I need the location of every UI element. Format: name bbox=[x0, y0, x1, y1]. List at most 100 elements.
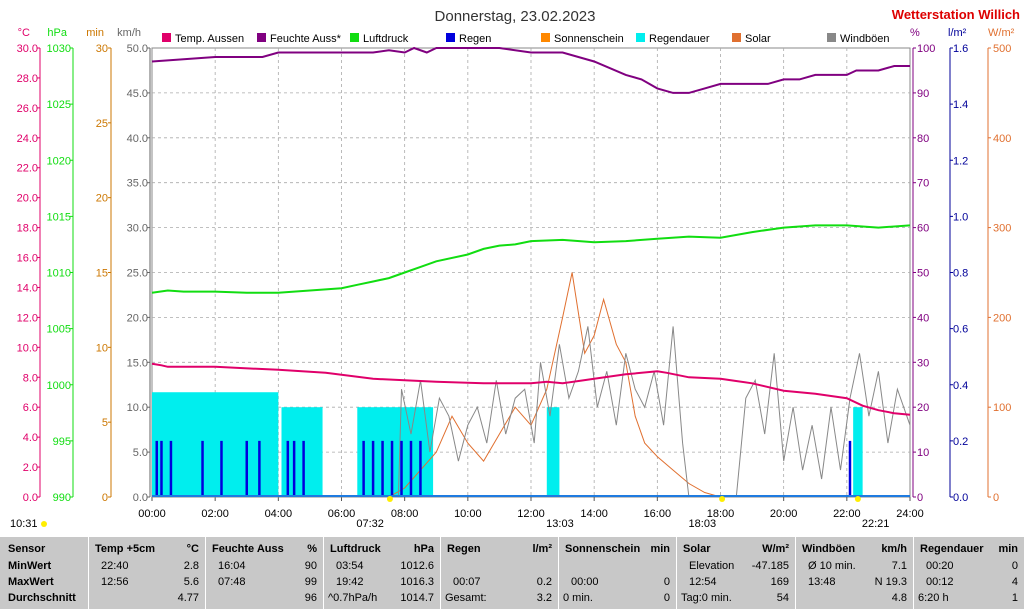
stats-col-title: Windböen bbox=[802, 543, 856, 555]
solar-tick-label: 100 bbox=[993, 402, 1011, 414]
stats-column: Feuchte Auss% 16:04 90 07:48 99 96 bbox=[205, 537, 323, 609]
pressure-tick-label: 1015 bbox=[47, 211, 71, 223]
stats-min-time: 00:20 bbox=[926, 560, 954, 572]
stats-col-unit: °C bbox=[186, 543, 199, 555]
legend: Temp. Aussen Feuchte Auss* Luftdruck Regen S… bbox=[162, 33, 890, 45]
humidity-tick-label: 40 bbox=[917, 312, 929, 324]
stats-col-unit: min bbox=[650, 543, 670, 555]
temp-tick-label: 4.0 bbox=[23, 432, 38, 444]
wind-tick-label: 10.0 bbox=[127, 402, 148, 414]
humidity-tick-label: 60 bbox=[917, 223, 929, 235]
pressure-tick-label: 1030 bbox=[47, 43, 71, 55]
stats-max-time: 00:12 bbox=[926, 576, 954, 588]
humidity-tick-label: 50 bbox=[917, 268, 929, 280]
legend-label-sunshine: Sonnenschein bbox=[554, 33, 624, 45]
solar-tick-label: 200 bbox=[993, 312, 1011, 324]
gust-line bbox=[152, 326, 911, 498]
wind-tick-label: 5.0 bbox=[133, 447, 148, 459]
sun-markers: 07:32 13:03 18:03 10:31 22:21 bbox=[10, 496, 889, 530]
temp-tick-label: 30.0 bbox=[17, 43, 38, 55]
pressure-tick-label: 1000 bbox=[47, 380, 71, 392]
temp-unit: °C bbox=[18, 27, 30, 39]
stats-min-value: 2.8 bbox=[183, 560, 199, 572]
stats-column: Temp +5cm °C 22:40 2.8 12:56 5.6 4.77 bbox=[88, 537, 205, 609]
stats-min-time: Elevation bbox=[689, 560, 735, 572]
stats-column: Sonnenschein min 00:00 0 0 min. 0 bbox=[558, 537, 676, 609]
stats-avg-value: 3.2 bbox=[536, 592, 552, 604]
wind-tick-label: 25.0 bbox=[127, 268, 148, 280]
axes: 0.0 2.0 4.0 6.0 8.0 10.0 12.0 14.0 16.0 18.0 20.0 2… bbox=[17, 27, 1015, 520]
label-sensor: Sensor bbox=[8, 543, 46, 555]
x-tick-label: 22:00 bbox=[833, 508, 861, 520]
x-tick-label: 16:00 bbox=[644, 508, 672, 520]
legend-swatch-gust bbox=[827, 33, 836, 42]
x-tick-label: 00:00 bbox=[138, 508, 166, 520]
raindur-block bbox=[853, 407, 863, 497]
raindur-block bbox=[152, 392, 279, 497]
stats-avg-time: Gesamt: bbox=[445, 592, 487, 604]
stats-label-column: Sensor MinWert MaxWert Durchschnitt bbox=[0, 537, 88, 609]
rain-tick-label: 0.0 bbox=[953, 492, 968, 504]
legend-label-rain: Regen bbox=[459, 33, 491, 45]
x-tick-label: 08:00 bbox=[391, 508, 419, 520]
rain-tick-label: 0.4 bbox=[953, 380, 968, 392]
humidity-tick-label: 0 bbox=[917, 492, 923, 504]
stats-avg-time: 0 min. bbox=[563, 592, 593, 604]
sunset-dot bbox=[719, 496, 726, 502]
humidity-tick-label: 70 bbox=[917, 178, 929, 190]
stats-column: Regen l/m² 00:07 0.2 Gesamt: 3.2 bbox=[440, 537, 558, 609]
minutes-tick-label: 10 bbox=[96, 342, 108, 354]
stats-col-title: Sonnenschein bbox=[565, 543, 641, 555]
minutes-tick-label: 20 bbox=[96, 193, 108, 205]
x-tick-label: 18:00 bbox=[707, 508, 735, 520]
series-layer bbox=[151, 46, 911, 498]
temp-tick-label: 28.0 bbox=[17, 73, 38, 85]
moon-dot bbox=[854, 496, 861, 502]
sunrise-label: 07:32 bbox=[356, 518, 384, 530]
stats-max-time: 19:42 bbox=[336, 576, 364, 588]
wind-tick-label: 20.0 bbox=[127, 312, 148, 324]
stats-avg-time: ^0.7hPa/h bbox=[328, 592, 378, 604]
x-tick-label: 20:00 bbox=[770, 508, 798, 520]
pressure-unit: hPa bbox=[47, 27, 67, 39]
rain-tick-label: 0.8 bbox=[953, 268, 968, 280]
wind-tick-label: 15.0 bbox=[127, 357, 148, 369]
stats-max-time: 00:07 bbox=[453, 576, 481, 588]
x-tick-label: 04:00 bbox=[265, 508, 293, 520]
rain-tick-label: 0.2 bbox=[953, 436, 968, 448]
x-tick-label: 12:00 bbox=[517, 508, 545, 520]
wind-tick-label: 45.0 bbox=[127, 88, 148, 100]
stats-col-title: Luftdruck bbox=[330, 543, 381, 555]
legend-swatch-humidity bbox=[257, 33, 266, 42]
humidity-tick-label: 80 bbox=[917, 133, 929, 145]
stats-min-time: 22:40 bbox=[101, 560, 129, 572]
solar-tick-label: 0 bbox=[993, 492, 999, 504]
stats-max-value: 0 bbox=[663, 576, 670, 588]
midnight-left-dot bbox=[41, 521, 47, 527]
stats-col-title: Regendauer bbox=[920, 543, 984, 555]
rain-tick-label: 1.4 bbox=[953, 99, 968, 111]
temp-line bbox=[151, 362, 911, 416]
temp-tick-label: 10.0 bbox=[17, 342, 38, 354]
stats-max-time: 13:48 bbox=[808, 576, 836, 588]
stats-col-title: Feuchte Auss bbox=[212, 543, 284, 555]
stats-col-unit: l/m² bbox=[532, 543, 552, 555]
stats-col-unit: km/h bbox=[881, 543, 907, 555]
stats-avg-value: 4.77 bbox=[177, 592, 199, 604]
stats-avg-time: 6:20 h bbox=[918, 592, 949, 604]
stats-avg-value: 4.8 bbox=[891, 592, 907, 604]
stats-avg-value: 0 bbox=[663, 592, 670, 604]
solar-unit: W/m² bbox=[988, 27, 1015, 39]
stats-avg-value: 54 bbox=[776, 592, 789, 604]
legend-swatch-solar bbox=[732, 33, 741, 42]
label-max: MaxWert bbox=[8, 576, 54, 588]
stats-column: Solar W/m² Elevation -47.185 12:54 169 Tag:0 m… bbox=[676, 537, 795, 609]
humidity-unit: % bbox=[910, 27, 920, 39]
minutes-tick-label: 15 bbox=[96, 268, 108, 280]
legend-swatch-temp bbox=[162, 33, 171, 42]
stats-col-unit: % bbox=[307, 543, 317, 555]
stats-max-time: 07:48 bbox=[218, 576, 246, 588]
stats-min-value: -47.185 bbox=[751, 560, 789, 572]
label-avg: Durchschnitt bbox=[8, 592, 76, 604]
x-tick-label: 02:00 bbox=[201, 508, 229, 520]
